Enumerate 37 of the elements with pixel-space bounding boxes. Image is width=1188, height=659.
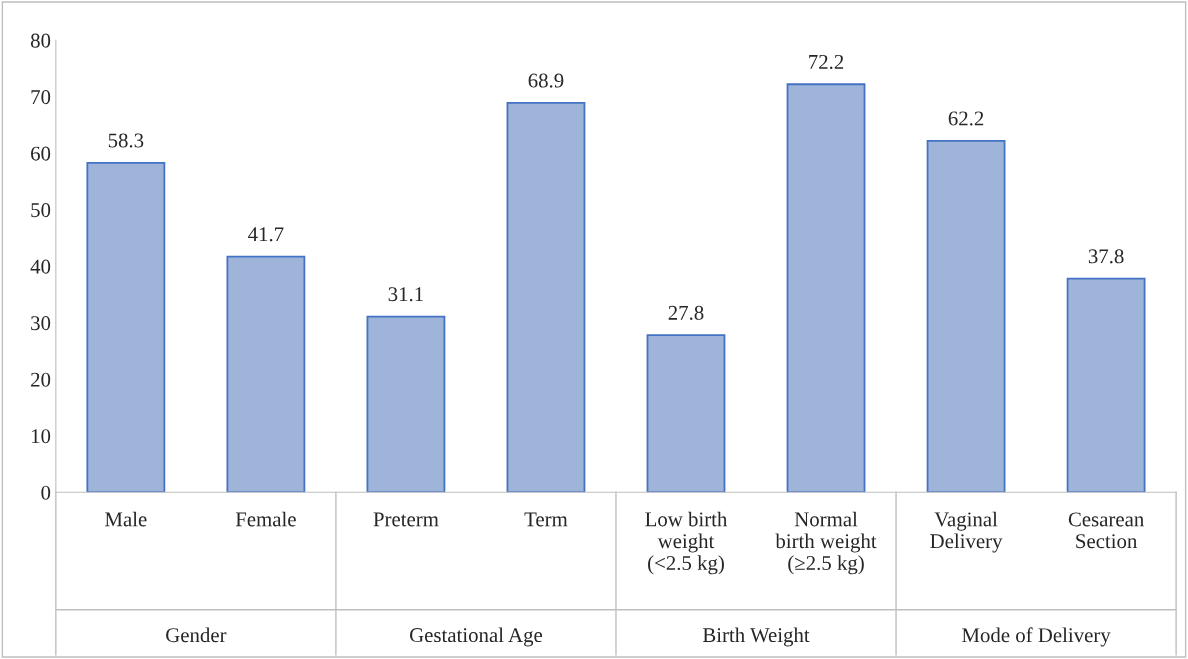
bar	[786, 83, 866, 493]
data-label: 31.1	[388, 287, 423, 302]
x-tick-label: Term	[524, 512, 568, 527]
text: Mode of Delivery	[962, 627, 1111, 647]
data-label: 37.8	[1088, 249, 1124, 264]
bar	[506, 102, 586, 493]
data-label: 41.7	[248, 227, 284, 242]
y-tick-label: 40	[30, 259, 51, 274]
bar	[226, 255, 306, 493]
bar	[926, 139, 1006, 493]
bar	[366, 315, 446, 493]
x-tick-label: Preterm	[373, 512, 439, 527]
y-tick-label: 20	[31, 372, 51, 387]
data-label: 58.3	[108, 133, 144, 148]
bar	[646, 334, 726, 493]
bar	[86, 161, 166, 493]
y-tick-label: 80	[30, 33, 51, 48]
data-label: 62.2	[948, 111, 984, 126]
y-tick-label: 50	[31, 203, 51, 218]
y-tick-label: 10	[31, 429, 51, 444]
text: Gestational Age	[409, 627, 543, 647]
x-tick-label: Male	[105, 511, 147, 527]
y-tick-label: 0	[41, 485, 51, 500]
x-tick-label: Vaginal Delivery	[930, 511, 1003, 553]
y-tick-label: 60	[31, 146, 51, 161]
x-tick-label: Cesarean Section	[1068, 512, 1144, 549]
data-label: 68.9	[528, 73, 564, 88]
bar	[1066, 277, 1146, 493]
text: Gender	[166, 627, 227, 643]
x-tick-label: Normal birth weight (≥2.5 kg)	[775, 511, 877, 575]
x-tick-label: Low birth weight (<2.5 kg)	[645, 511, 728, 575]
data-label: 72.2	[809, 54, 844, 70]
y-tick-label: 30	[31, 316, 51, 331]
x-tick-label: Female	[235, 511, 296, 527]
data-label: 27.8	[668, 305, 704, 320]
y-tick-label: 70	[31, 90, 51, 105]
text: Birth Weight	[702, 627, 810, 647]
